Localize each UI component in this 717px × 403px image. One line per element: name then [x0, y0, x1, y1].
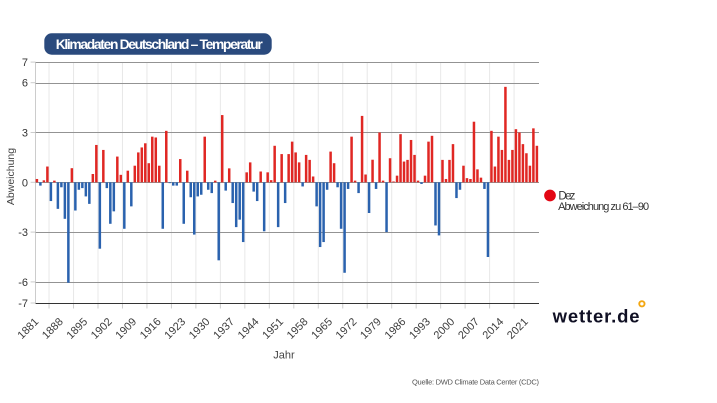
svg-text:-7: -7: [18, 298, 28, 310]
svg-text:1986: 1986: [383, 316, 409, 342]
svg-text:-3: -3: [18, 227, 28, 239]
svg-text:2014: 2014: [481, 316, 507, 342]
svg-text:1993: 1993: [407, 316, 433, 342]
svg-text:1965: 1965: [309, 316, 335, 342]
svg-text:3: 3: [22, 128, 28, 140]
svg-text:2000: 2000: [432, 316, 458, 342]
svg-text:Abweichung zu 61–90: Abweichung zu 61–90: [558, 201, 649, 213]
svg-text:Dez: Dez: [558, 191, 575, 203]
svg-text:Jahr: Jahr: [273, 350, 295, 362]
svg-text:1972: 1972: [334, 316, 360, 342]
svg-text:1909: 1909: [113, 316, 139, 342]
svg-text:7: 7: [22, 57, 28, 69]
svg-text:1923: 1923: [162, 316, 188, 342]
svg-text:1881: 1881: [16, 316, 42, 342]
svg-text:wetter.de: wetter.de: [552, 306, 640, 327]
svg-text:2021: 2021: [505, 316, 531, 342]
svg-text:Quelle: DWD Climate Data Cente: Quelle: DWD Climate Data Center (CDC): [412, 377, 540, 386]
svg-text:-6: -6: [18, 277, 28, 289]
svg-text:2007: 2007: [456, 316, 482, 342]
svg-text:1916: 1916: [138, 316, 164, 342]
svg-text:1902: 1902: [89, 316, 115, 342]
svg-text:1930: 1930: [187, 316, 213, 342]
svg-text:1895: 1895: [64, 316, 90, 342]
svg-text:1937: 1937: [211, 316, 237, 342]
svg-text:Klimadaten Deutschland – Tempe: Klimadaten Deutschland – Temperatur: [56, 37, 264, 52]
svg-text:6: 6: [22, 78, 28, 90]
svg-text:1958: 1958: [285, 316, 311, 342]
svg-text:Abweichung: Abweichung: [5, 148, 17, 205]
svg-text:1888: 1888: [40, 316, 66, 342]
svg-text:0: 0: [22, 177, 28, 189]
svg-text:1944: 1944: [236, 316, 262, 342]
svg-text:1979: 1979: [358, 316, 384, 342]
svg-text:1951: 1951: [260, 316, 286, 342]
